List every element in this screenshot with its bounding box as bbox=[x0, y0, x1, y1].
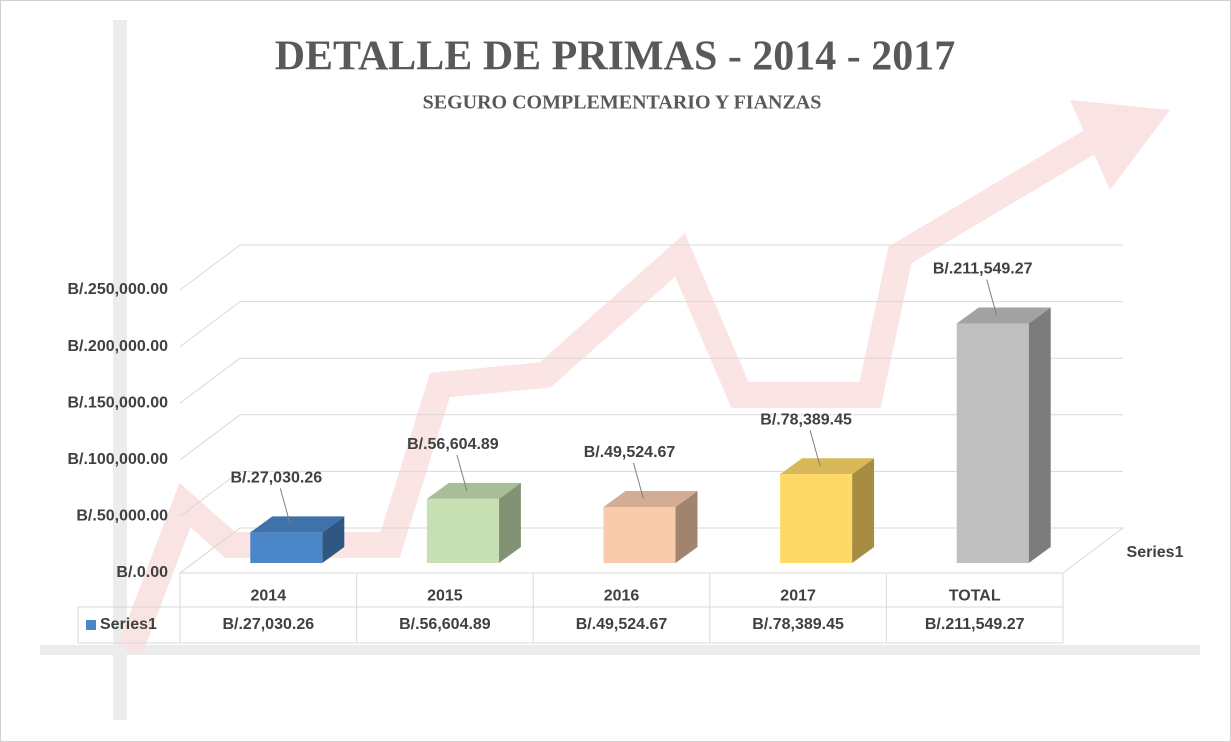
grid-line bbox=[179, 414, 241, 461]
table-value: B/.211,549.27 bbox=[925, 616, 1025, 633]
y-tick-label: B/.0.00 bbox=[116, 564, 168, 581]
bar-side bbox=[322, 516, 345, 563]
leader-line bbox=[986, 279, 998, 316]
data-label: B/.56,604.89 bbox=[407, 436, 499, 453]
grid-line bbox=[179, 301, 241, 348]
data-label: B/.27,030.26 bbox=[230, 470, 322, 487]
bar-top bbox=[603, 490, 698, 507]
y-tick-label: B/.100,000.00 bbox=[67, 451, 168, 468]
x-tick-label: 2014 bbox=[251, 588, 287, 605]
table-value: B/.49,524.67 bbox=[576, 616, 668, 633]
legend-swatch bbox=[86, 620, 96, 630]
bar bbox=[780, 474, 853, 563]
legend-label: Series1 bbox=[100, 616, 157, 633]
bar-side bbox=[852, 458, 875, 563]
x-tick-label: 2016 bbox=[604, 588, 640, 605]
bar-top bbox=[780, 458, 875, 475]
leader-line bbox=[633, 462, 644, 500]
bar bbox=[603, 506, 676, 563]
bar-side bbox=[498, 482, 521, 563]
y-tick-label: B/.200,000.00 bbox=[67, 338, 168, 355]
leader-line bbox=[456, 454, 468, 492]
x-tick-label: 2017 bbox=[780, 588, 816, 605]
table-value: B/.56,604.89 bbox=[399, 616, 491, 633]
bar bbox=[956, 323, 1029, 563]
grid-line bbox=[179, 470, 241, 517]
grid-line bbox=[179, 527, 241, 574]
x-tick-label: TOTAL bbox=[949, 588, 1001, 605]
bar bbox=[426, 498, 499, 563]
y-tick-label: B/.150,000.00 bbox=[67, 394, 168, 411]
y-tick-label: B/.50,000.00 bbox=[76, 508, 168, 525]
chart-title: DETALLE DE PRIMAS - 2014 - 2017 bbox=[275, 34, 956, 80]
bar-top bbox=[250, 516, 345, 533]
background-decoration bbox=[40, 20, 1200, 720]
data-label: B/.211,549.27 bbox=[933, 261, 1033, 278]
chart-subtitle: SEGURO COMPLEMENTARIO Y FIANZAS bbox=[423, 92, 822, 114]
x-tick-label: 2015 bbox=[427, 588, 463, 605]
table-value: B/.27,030.26 bbox=[222, 616, 314, 633]
data-label: B/.49,524.67 bbox=[584, 444, 676, 461]
leader-line bbox=[809, 430, 821, 467]
bar bbox=[250, 532, 323, 563]
grid-line bbox=[179, 357, 241, 404]
bar-side bbox=[1028, 307, 1051, 563]
bar-top bbox=[426, 482, 521, 499]
grid-line bbox=[179, 244, 241, 291]
bar-top bbox=[956, 307, 1051, 324]
depth-axis-label: Series1 bbox=[1127, 544, 1184, 561]
table-value: B/.78,389.45 bbox=[752, 616, 844, 633]
leader-line bbox=[279, 488, 291, 525]
data-label: B/.78,389.45 bbox=[760, 411, 852, 428]
bar-side bbox=[675, 490, 698, 563]
y-tick-label: B/.250,000.00 bbox=[67, 281, 168, 298]
